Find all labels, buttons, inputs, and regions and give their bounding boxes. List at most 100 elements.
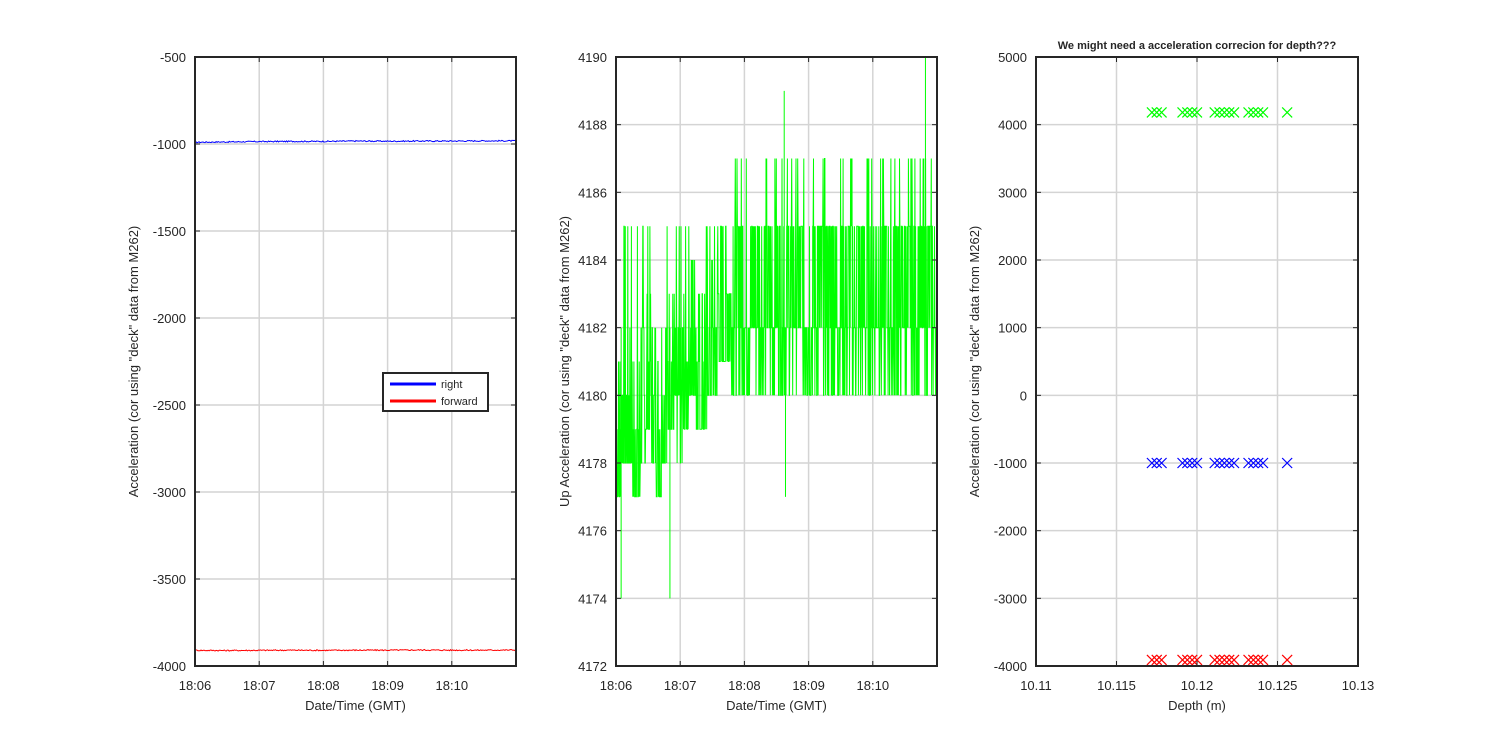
scatter-point	[1209, 654, 1221, 666]
scatter-point	[1209, 107, 1221, 118]
scatter-point	[1156, 457, 1168, 469]
chart-title: We might need a acceleration correcion f…	[1058, 40, 1337, 52]
x-tick-label: 10.13	[1342, 678, 1375, 693]
scatter-point	[1186, 107, 1198, 118]
y-tick-label: 4180	[578, 388, 607, 403]
x-tick-label: 10.12	[1181, 678, 1214, 693]
y-tick-label: -3000	[994, 591, 1027, 606]
scatter-point	[1218, 107, 1230, 118]
scatter-point	[1243, 654, 1254, 666]
scatter-point	[1252, 107, 1264, 118]
scatter-point	[1257, 107, 1269, 118]
legend-label-forward: forward	[441, 396, 478, 408]
scatter-point	[1181, 457, 1193, 469]
y-tick-label: -500	[160, 50, 186, 65]
y-tick-label: -1500	[153, 224, 186, 239]
y-axis-label: Acceleration (cor using "deck" data from…	[967, 226, 982, 498]
scatter-point	[1177, 107, 1188, 118]
scatter-series-1	[1146, 457, 1293, 469]
x-tick-label: 18:09	[792, 678, 825, 693]
axes-box	[615, 56, 938, 667]
legend-label-right: right	[441, 379, 462, 391]
x-tick-label: 18:06	[179, 678, 212, 693]
legend-box	[382, 372, 489, 412]
y-tick-label: 4000	[998, 118, 1027, 133]
y-tick-label: -2000	[994, 524, 1027, 539]
scatter-point	[1214, 107, 1225, 118]
x-tick-label: 18:07	[243, 678, 276, 693]
y-tick-label: -1000	[994, 456, 1027, 471]
scatter-series-0	[1146, 107, 1293, 118]
scatter-point	[1247, 654, 1259, 666]
y-tick-label: -3500	[153, 572, 186, 587]
scatter-point	[1218, 654, 1230, 666]
y-tick-label: 4178	[578, 456, 607, 471]
scatter-point	[1151, 654, 1163, 666]
y-tick-label: 4174	[578, 591, 607, 606]
x-tick-label: 18:10	[436, 678, 469, 693]
scatter-point	[1146, 457, 1158, 469]
scatter-point	[1228, 654, 1240, 666]
y-tick-label: 4176	[578, 524, 607, 539]
x-axis-label: Depth (m)	[1168, 698, 1226, 713]
scatter-point	[1156, 107, 1168, 118]
panel-horizontal-acceleration: 18:06 18:07 18:08 18:09 18:10 -500 -1000 -1500 -…	[126, 50, 517, 713]
scatter-point	[1214, 457, 1225, 469]
scatter-point	[1243, 457, 1254, 469]
x-tick-label: 18:07	[664, 678, 697, 693]
y-tick-label: 2000	[998, 253, 1027, 268]
y-tick-label: 5000	[998, 50, 1027, 65]
scatter-point	[1281, 654, 1293, 666]
axes-box	[1035, 56, 1359, 667]
scatter-point	[1186, 457, 1198, 469]
plot-area	[195, 57, 516, 666]
scatter-point	[1151, 457, 1163, 469]
scatter-point	[1214, 654, 1225, 666]
scatter-point	[1191, 457, 1203, 469]
x-tick-label: 18:08	[728, 678, 761, 693]
scatter-point	[1146, 107, 1158, 118]
x-axis-label: Date/Time (GMT)	[305, 698, 406, 713]
series-line-right	[194, 139, 517, 144]
plot-area	[616, 57, 937, 666]
x-axis-label: Date/Time (GMT)	[726, 698, 827, 713]
x-tick-label: 18:08	[307, 678, 340, 693]
y-tick-label: -4000	[153, 659, 186, 674]
x-tick-label: 10.11	[1020, 678, 1052, 693]
scatter-point	[1186, 654, 1198, 666]
y-tick-label: -2500	[153, 398, 186, 413]
scatter-point	[1243, 107, 1254, 118]
x-tick-label: 18:09	[371, 678, 404, 693]
scatter-point	[1177, 654, 1188, 666]
y-axis-label: Acceleration (cor using "deck" data from…	[126, 226, 141, 498]
scatter-point	[1281, 107, 1293, 118]
y-tick-label: 0	[1020, 388, 1027, 403]
scatter-point	[1146, 654, 1158, 666]
scatter-point	[1218, 457, 1230, 469]
scatter-point	[1252, 457, 1264, 469]
y-tick-label: -1000	[153, 137, 186, 152]
scatter-series-2	[1146, 654, 1293, 666]
y-tick-label: 1000	[998, 321, 1027, 336]
y-tick-label: 4190	[578, 50, 607, 65]
scatter-point	[1228, 107, 1240, 118]
scatter-point	[1151, 107, 1163, 118]
scatter-point	[1223, 457, 1235, 469]
y-tick-label: 4186	[578, 185, 607, 200]
scatter-point	[1281, 457, 1293, 469]
scatter-point	[1252, 654, 1264, 666]
axes-box	[194, 56, 517, 667]
scatter-point	[1247, 457, 1259, 469]
scatter-point	[1223, 654, 1235, 666]
x-tick-label: 18:06	[600, 678, 633, 693]
scatter-point	[1191, 107, 1203, 118]
panel-acceleration-vs-depth: 10.11 10.115 10.12 10.125 10.13 5000 4000 3000 2…	[967, 40, 1374, 713]
x-tick-label: 10.125	[1258, 678, 1298, 693]
series-line-forward	[194, 648, 517, 652]
scatter-point	[1257, 457, 1269, 469]
y-tick-label: -4000	[994, 659, 1027, 674]
scatter-point	[1181, 654, 1193, 666]
scatter-point	[1247, 107, 1259, 118]
scatter-point	[1156, 654, 1168, 666]
